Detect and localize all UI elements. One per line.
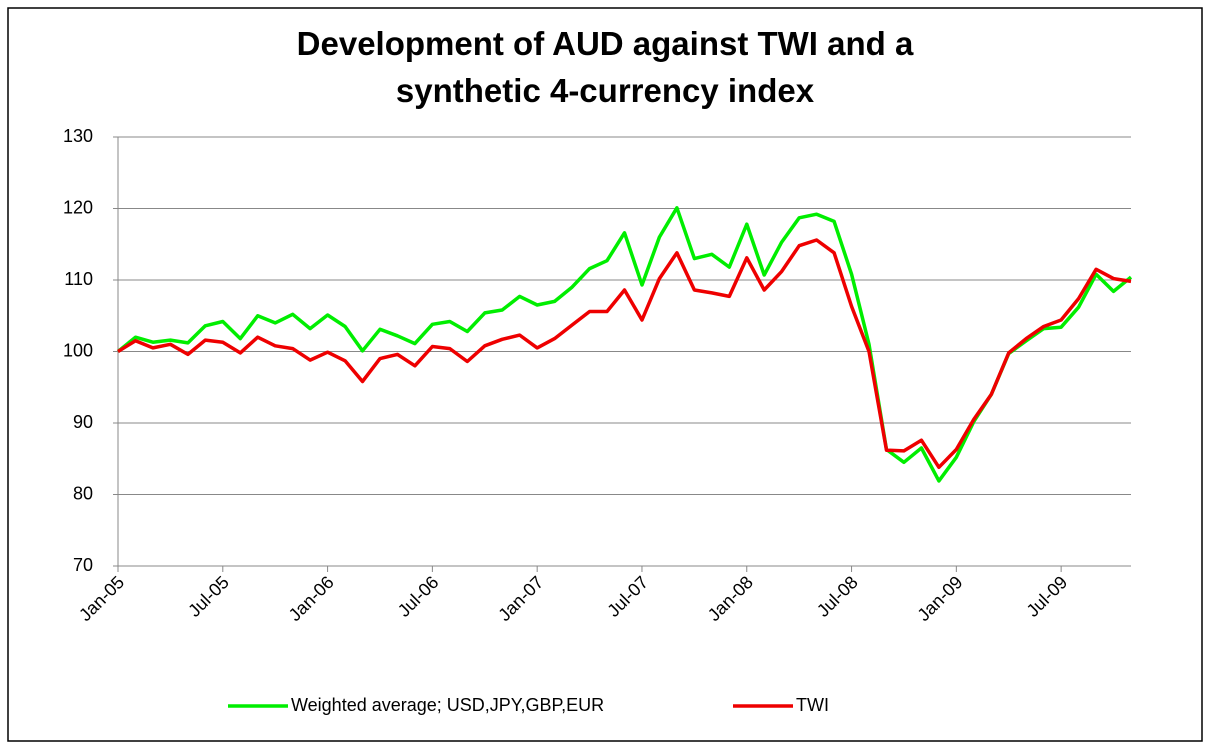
y-tick-label: 90 (73, 412, 93, 432)
legend-label: Weighted average; USD,JPY,GBP,EUR (291, 695, 604, 715)
y-tick-label: 100 (63, 340, 93, 360)
series-line (116, 206, 1133, 483)
y-tick-label: 120 (63, 197, 93, 217)
legend-label: TWI (796, 695, 829, 715)
y-tick-label: 70 (73, 555, 93, 575)
chart-title: Development of AUD against TWI and a syn… (296, 25, 914, 109)
series-line (117, 238, 1132, 470)
y-tick-label: 110 (64, 269, 93, 289)
y-tick-label: 130 (63, 126, 93, 146)
chart-border (7, 7, 1203, 742)
y-tick-label: 80 (73, 483, 93, 503)
